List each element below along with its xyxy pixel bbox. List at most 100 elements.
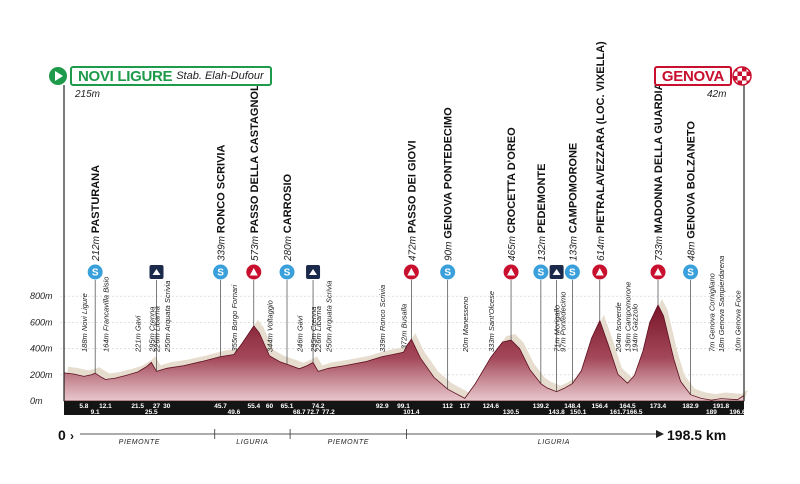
marker-name: GENOVA PONTEDECIMO	[443, 107, 455, 239]
marker-alt: 339m	[217, 233, 228, 261]
marker-climb: 733m MADONNA DELLA GUARDIA	[650, 82, 666, 305]
marker-alt: 573m	[250, 233, 261, 261]
km-label: 101.4	[403, 409, 420, 416]
place-label: 71m Morigallo	[553, 305, 562, 352]
place-label: 333m Sant'Olcese	[487, 291, 496, 352]
marker-name: CAMPOMORONE	[567, 143, 579, 233]
marker-name: GENOVA BOLZANETO	[686, 121, 698, 239]
marker-climb: 614m PIETRALAVEZZARA (LOC. VIXELLA)	[592, 41, 608, 321]
km-label: 25.5	[145, 409, 158, 416]
place-label: 246m Gavi	[295, 315, 304, 353]
km-label: 74.2	[312, 403, 325, 410]
marker-name: PEDEMONTE	[536, 164, 548, 234]
marker-label: 280m CARROSIO	[282, 173, 294, 262]
finish-flag-icon	[732, 66, 752, 86]
finish-altitude: 42m	[707, 89, 727, 100]
region-label: LIGURIA	[538, 439, 570, 446]
marker-label: 339m RONCO SCRIVIA	[216, 145, 228, 261]
km-label: 117	[460, 403, 471, 410]
axis-arrow-icon	[656, 430, 664, 438]
km-label: 112	[442, 403, 453, 410]
marker-label: 472m PASSO DEI GIOVI	[406, 140, 418, 261]
finish-box: GENOVA	[653, 66, 732, 86]
km-label: 189	[706, 409, 717, 416]
km-label: 164.5	[619, 403, 636, 410]
km-label: 60	[266, 403, 274, 410]
km-label: 30	[163, 403, 171, 410]
km-label: 148.4	[564, 403, 581, 410]
km-label: 77.2	[322, 409, 335, 416]
place-label: 10m Genova Foce	[733, 290, 742, 352]
marker-alt: 48m	[687, 239, 698, 261]
place-label: 339m Ronco Scrivia	[378, 285, 387, 352]
finish-name: GENOVA	[661, 67, 724, 85]
km-bar	[64, 401, 744, 415]
mountain-glyph	[249, 268, 258, 276]
place-label: 164m Francavilla Bisio	[101, 277, 110, 352]
place-label: 226m Libarna	[152, 306, 161, 353]
km-label: 166.5	[626, 409, 643, 416]
km-label: 49.6	[228, 409, 241, 416]
marker-climb: 465m CROCETTA D'OREO	[503, 127, 519, 341]
km-label: 173.4	[650, 403, 667, 410]
marker-name: PIETRALAVEZZARA (LOC. VIXELLA)	[595, 41, 607, 233]
marker-label: 90m GENOVA PONTEDECIMO	[443, 107, 455, 261]
km-label: 21.5	[131, 403, 144, 410]
mountain-glyph	[654, 268, 663, 276]
km-label: 182.9	[682, 403, 699, 410]
marker-sprint: S 48m GENOVA BOLZANETO	[683, 121, 699, 395]
km-label: 196.6	[729, 409, 746, 416]
distance-total: 198.5 km	[667, 427, 726, 443]
mountain-glyph	[407, 268, 416, 276]
altitude-tick: 600m	[30, 317, 53, 327]
marker-sprint: S 212m PASTURANA	[87, 165, 103, 374]
marker-feed	[306, 265, 321, 363]
region-label: LIGURIA	[236, 439, 268, 446]
marker-name: CROCETTA D'OREO	[506, 127, 518, 233]
marker-name: PASTURANA	[90, 165, 102, 233]
place-label: 250m Arquata Scrivia	[324, 281, 333, 353]
sprint-icon	[533, 264, 549, 280]
marker-sprint: S 133m CAMPOMORONE	[564, 143, 580, 384]
km-label: 139.2	[533, 403, 550, 410]
altitude-tick: 0m	[30, 396, 43, 406]
km-label: 55.4	[247, 403, 260, 410]
start-altitude: 215m	[75, 89, 101, 100]
marker-name: MADONNA DELLA GUARDIA	[653, 82, 665, 233]
marker-label: 212m PASTURANA	[90, 165, 102, 262]
start-name: NOVI LIGURE	[78, 67, 173, 85]
km-label: 72.7	[307, 409, 320, 416]
marker-alt: 280m	[283, 233, 294, 262]
km-label: 156.4	[592, 403, 609, 410]
sprint-icon	[683, 264, 699, 280]
place-label: 97m Pontedecimo	[558, 292, 567, 352]
km-label: 99.1	[397, 403, 410, 410]
sprint-icon-letter: S	[444, 268, 451, 279]
km-label: 130.5	[503, 409, 520, 416]
profile-area	[63, 304, 745, 402]
sprint-icon-letter: S	[538, 268, 545, 279]
place-label: 226m Libarna	[314, 306, 323, 353]
region-label: PIEMONTE	[119, 439, 160, 446]
distance-zero: 0	[58, 427, 66, 443]
marker-label: 465m CROCETTA D'OREO	[506, 127, 518, 261]
marker-alt: 614m	[596, 233, 607, 261]
place-label: 295m Crenna	[147, 307, 156, 353]
marker-alt: 90m	[444, 239, 455, 261]
sprint-icon-letter: S	[569, 268, 576, 279]
marker-label: 132m PEDEMONTE	[536, 164, 548, 261]
marker-name: CARROSIO	[282, 173, 294, 233]
sprint-icon	[87, 264, 103, 280]
altitude-tick: 400m	[30, 344, 53, 354]
altitude-tick: 800m	[30, 291, 53, 301]
feed-glyph	[552, 269, 561, 275]
marker-label: 48m GENOVA BOLZANETO	[686, 121, 698, 261]
km-label: 161.7	[610, 409, 627, 416]
marker-sprint: S 90m GENOVA PONTEDECIMO	[440, 107, 456, 390]
km-label: 45.7	[214, 403, 227, 410]
start-box: NOVI LIGURE Stab. Elah-Dufour	[70, 66, 272, 86]
marker-alt: 212m	[91, 233, 102, 262]
marker-name: RONCO SCRIVIA	[216, 145, 228, 234]
marker-label: 733m MADONNA DELLA GUARDIA	[653, 82, 665, 261]
marker-sprint: S 132m PEDEMONTE	[533, 164, 549, 384]
